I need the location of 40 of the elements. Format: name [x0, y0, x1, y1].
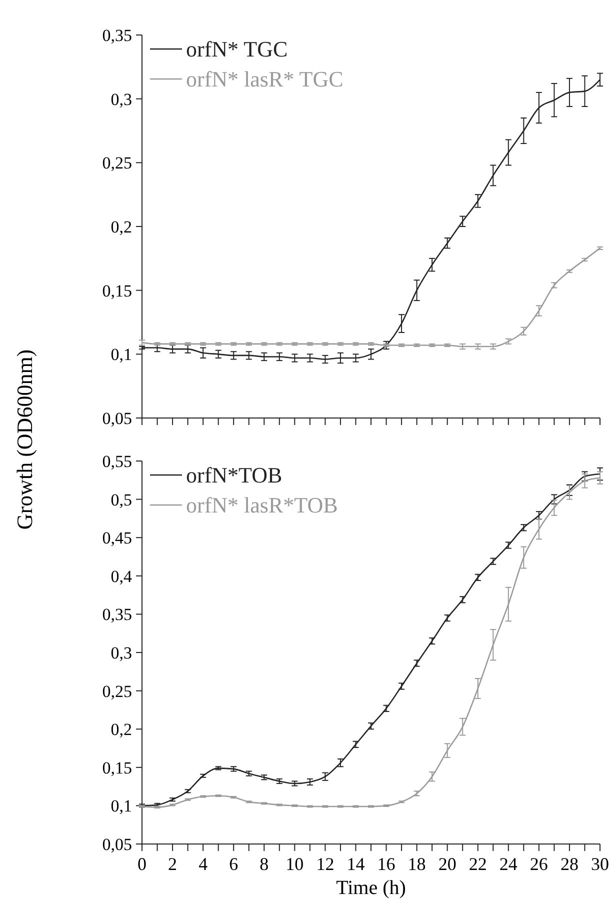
x-tick-label: 6: [229, 854, 238, 874]
y-tick-label: 0,05: [102, 408, 132, 428]
y-tick-label: 0,15: [102, 281, 132, 300]
y-tick-label: 0,45: [102, 528, 132, 548]
y-tick-label: 0,5: [110, 490, 132, 510]
legend-label: orfN* lasR* TGC: [186, 66, 344, 92]
x-tick-label: 30: [591, 854, 609, 874]
legend-label: orfN*TOB: [186, 462, 282, 488]
y-tick-label: 0,1: [110, 796, 132, 816]
x-tick-label: 22: [468, 854, 487, 874]
y-tick-label: 0,2: [110, 720, 132, 740]
y-tick-label: 0,3: [110, 643, 132, 662]
x-axis-title: Time (h): [336, 877, 406, 899]
legend-label: orfN* lasR*TOB: [186, 492, 338, 518]
x-tick-label: 12: [316, 854, 334, 874]
x-tick-label: 10: [286, 854, 304, 874]
x-tick-label: 8: [260, 854, 269, 874]
x-tick-label: 16: [377, 854, 396, 874]
y-tick-label: 0,35: [102, 605, 132, 624]
y-tick-label: 0,25: [102, 682, 132, 701]
legend-label: orfN* TGC: [186, 36, 288, 62]
x-tick-label: 4: [198, 854, 208, 874]
y-tick-label: 0,3: [110, 90, 132, 109]
y-tick-label: 0,25: [102, 154, 132, 173]
y-tick-label: 0,4: [110, 566, 132, 586]
x-tick-label: 0: [138, 854, 146, 874]
x-tick-label: 26: [530, 854, 548, 874]
y-tick-label: 0,35: [102, 26, 132, 45]
x-tick-label: 28: [560, 854, 578, 874]
x-tick-label: 2: [168, 854, 178, 874]
x-tick-label: 18: [408, 854, 426, 874]
y-tick-label: 0,05: [102, 834, 132, 854]
x-tick-label: 14: [346, 854, 365, 874]
y-axis-title: Growth (OD600nm): [12, 349, 37, 530]
y-tick-label: 0,1: [110, 345, 132, 364]
y-tick-label: 0,55: [102, 452, 132, 471]
y-tick-label: 0,15: [102, 758, 132, 778]
y-tick-label: 0,2: [110, 217, 132, 236]
x-tick-label: 20: [438, 854, 456, 874]
x-tick-label: 24: [499, 854, 518, 874]
